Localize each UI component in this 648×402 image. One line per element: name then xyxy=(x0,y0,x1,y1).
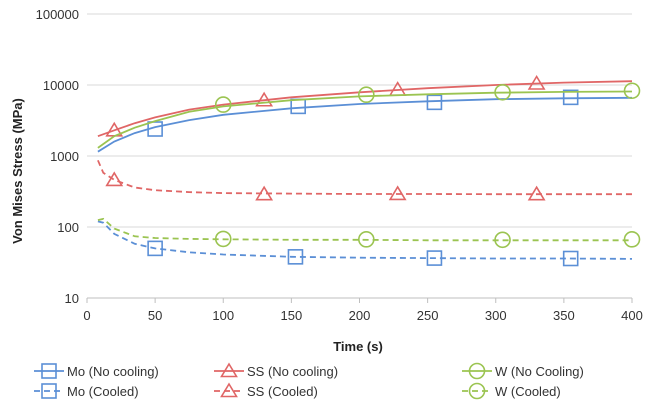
legend-item: Mo (Cooled) xyxy=(34,383,139,399)
data-point-triangle xyxy=(388,185,407,201)
legend-label: Mo (Cooled) xyxy=(67,384,139,399)
data-point-circle xyxy=(358,231,375,248)
series-mo-cooled xyxy=(97,220,633,267)
data-point-triangle xyxy=(527,185,546,201)
legend-marker-circle xyxy=(468,362,486,380)
x-tick-label: 250 xyxy=(417,308,439,323)
data-point-circle xyxy=(623,82,641,100)
legend-item: SS (Cooled) xyxy=(214,382,318,399)
legend-label: SS (No cooling) xyxy=(247,364,338,379)
data-point-square xyxy=(147,240,163,257)
legend-label: W (No Cooling) xyxy=(495,364,584,379)
series-line xyxy=(97,220,633,260)
y-tick-label: 10000 xyxy=(43,78,79,93)
x-tick-label: 150 xyxy=(281,308,303,323)
x-tick-label: 300 xyxy=(485,308,507,323)
data-point-square xyxy=(426,250,443,266)
series-line xyxy=(97,159,632,196)
y-tick-label: 1000 xyxy=(50,149,79,164)
legend-marker-square xyxy=(41,383,57,399)
legend-item: W (No Cooling) xyxy=(462,362,584,380)
legend-item: W (Cooled) xyxy=(462,382,561,400)
data-point-circle xyxy=(214,230,232,248)
data-point-triangle xyxy=(255,91,274,107)
legend-marker-circle xyxy=(468,382,486,400)
data-point-square xyxy=(562,250,579,267)
data-point-square xyxy=(287,249,304,265)
axes xyxy=(86,297,633,303)
x-tick-label: 350 xyxy=(553,308,575,323)
legend-marker-triangle xyxy=(220,362,238,378)
data-point-triangle xyxy=(527,74,546,90)
legend: Mo (No cooling) SS (No cooling) W (No Cool… xyxy=(34,362,584,400)
legend-label: SS (Cooled) xyxy=(247,384,318,399)
y-axis-tick-labels: 10 100 1000 10000 100000 xyxy=(36,7,79,306)
data-point-circle xyxy=(214,96,232,113)
legend-label: Mo (No cooling) xyxy=(67,364,159,379)
y-tick-label: 100 xyxy=(57,220,79,235)
x-tick-label: 0 xyxy=(83,308,90,323)
x-axis-title: Time (s) xyxy=(333,339,383,354)
series-mo-no-cooling xyxy=(97,89,633,153)
data-point-triangle xyxy=(255,185,274,201)
series-line xyxy=(97,96,633,153)
x-axis-tick-labels: 0 50 100 150 200 250 300 350 400 xyxy=(83,308,642,323)
plot-series xyxy=(97,74,641,267)
y-tick-label: 10 xyxy=(65,291,79,306)
data-point-circle xyxy=(494,231,511,249)
legend-item: SS (No cooling) xyxy=(214,362,338,379)
data-point-square xyxy=(426,94,443,111)
x-tick-label: 50 xyxy=(148,308,162,323)
y-axis-title: Von Mises Stress (MPa) xyxy=(10,98,25,244)
series-line xyxy=(97,80,633,138)
legend-marker-square xyxy=(41,363,57,379)
x-tick-label: 400 xyxy=(621,308,643,323)
legend-marker-triangle xyxy=(220,382,238,398)
series-line xyxy=(97,217,632,242)
series-w-no-cooling xyxy=(97,82,641,149)
series-ss-cooled xyxy=(97,159,632,201)
series-line xyxy=(97,90,633,149)
data-point-circle xyxy=(623,231,641,248)
y-tick-label: 100000 xyxy=(36,7,79,22)
data-point-circle xyxy=(494,83,511,101)
legend-label: W (Cooled) xyxy=(495,384,561,399)
legend-item: Mo (No cooling) xyxy=(34,363,159,379)
data-point-triangle xyxy=(105,171,124,187)
x-tick-label: 100 xyxy=(212,308,234,323)
data-point-square xyxy=(562,89,579,106)
grid-lines xyxy=(87,13,632,299)
series-w-cooled xyxy=(97,217,641,249)
data-point-circle xyxy=(358,86,375,104)
x-tick-label: 200 xyxy=(349,308,371,323)
data-point-square xyxy=(290,98,306,115)
